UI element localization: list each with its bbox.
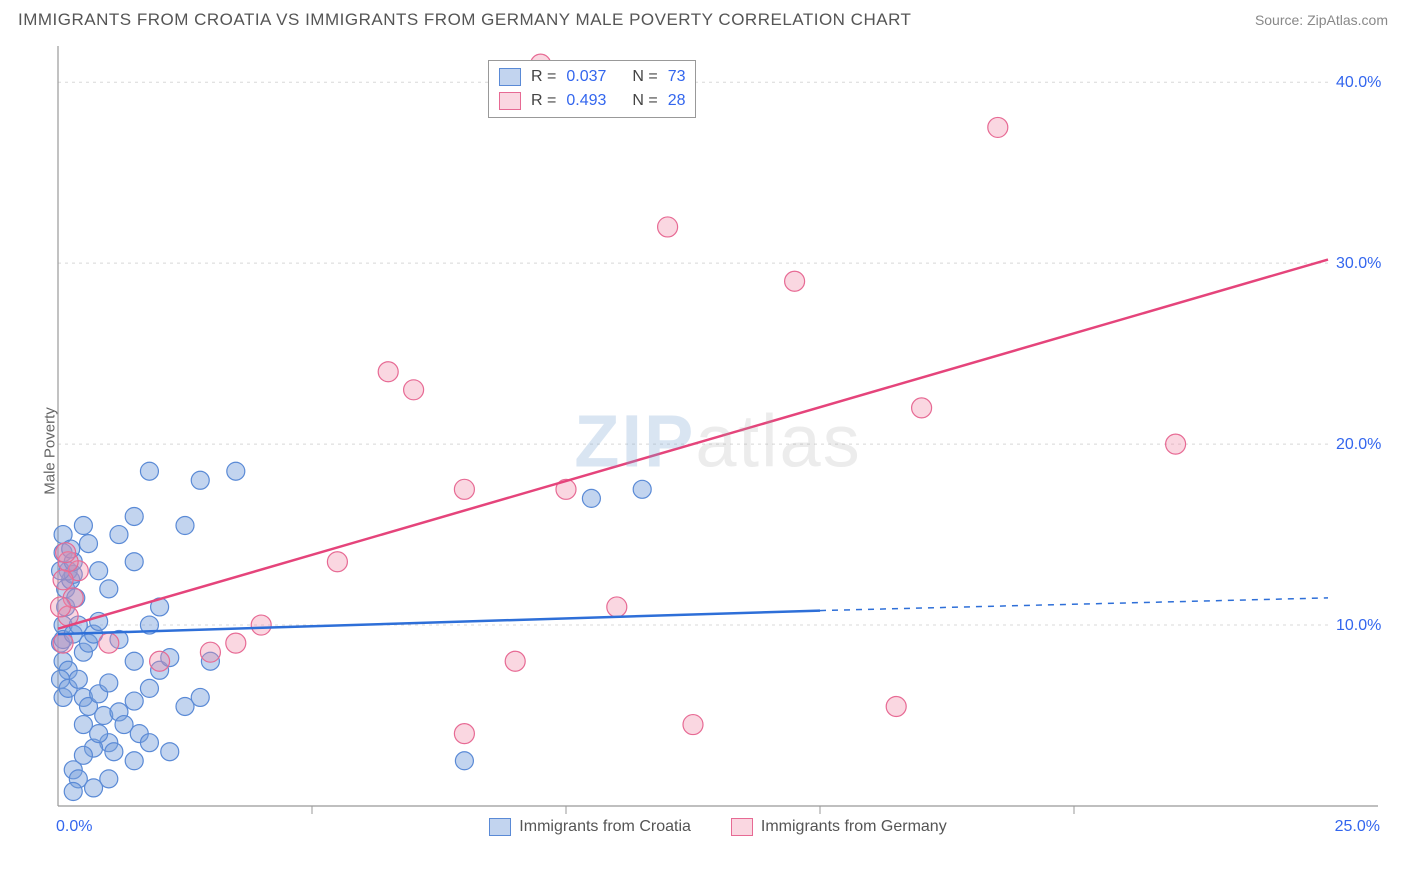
swatch-germany xyxy=(499,92,521,110)
svg-text:10.0%: 10.0% xyxy=(1336,617,1381,634)
plot-area: 10.0%20.0%30.0%40.0% ZIPatlas R = 0.037 … xyxy=(48,46,1388,836)
chart-title: IMMIGRANTS FROM CROATIA VS IMMIGRANTS FR… xyxy=(18,10,911,30)
legend-row-germany: R = 0.493 N = 28 xyxy=(499,89,685,113)
source-label: Source: ZipAtlas.com xyxy=(1255,12,1388,28)
swatch-germany xyxy=(731,818,753,836)
svg-text:20.0%: 20.0% xyxy=(1336,436,1381,453)
swatch-croatia xyxy=(489,818,511,836)
svg-text:30.0%: 30.0% xyxy=(1336,255,1381,272)
x-axis-max-label: 25.0% xyxy=(1335,818,1380,836)
x-axis-min-label: 0.0% xyxy=(56,818,92,836)
series-legend: Immigrants from Croatia Immigrants from … xyxy=(48,818,1388,836)
swatch-croatia xyxy=(499,68,521,86)
legend-item-croatia: Immigrants from Croatia xyxy=(489,818,691,836)
svg-text:40.0%: 40.0% xyxy=(1336,74,1381,91)
legend-item-germany: Immigrants from Germany xyxy=(731,818,947,836)
correlation-legend: R = 0.037 N = 73 R = 0.493 N = 28 xyxy=(488,60,696,118)
scatter-chart-svg: 10.0% 20.0% 30.0% 40.0% xyxy=(48,46,1388,836)
chart-area: Male Poverty 10.0%20.0%30.0%40.0% ZIPatl… xyxy=(0,36,1406,866)
legend-row-croatia: R = 0.037 N = 73 xyxy=(499,65,685,89)
